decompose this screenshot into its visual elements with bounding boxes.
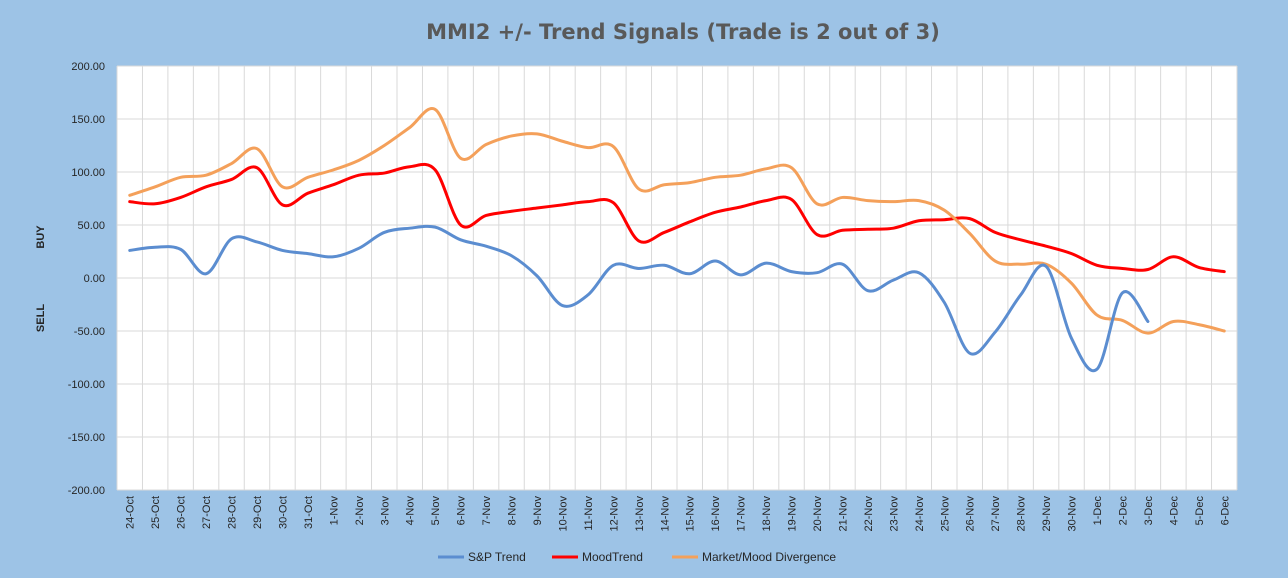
y-tick-label: -200.00: [68, 485, 105, 497]
x-tick-label: 25-Oct: [150, 496, 162, 529]
x-tick-label: 21-Nov: [837, 496, 849, 532]
x-tick-label: 25-Nov: [939, 496, 951, 532]
x-tick-label: 2-Dec: [1117, 496, 1129, 526]
x-tick-label: 15-Nov: [685, 496, 697, 532]
x-tick-label: 30-Oct: [277, 496, 289, 529]
x-tick-label: 23-Nov: [888, 496, 900, 532]
x-tick-label: 30-Nov: [1067, 496, 1079, 532]
x-tick-label: 19-Nov: [787, 496, 799, 532]
x-tick-label: 3-Dec: [1143, 496, 1155, 526]
x-tick-label: 5-Dec: [1194, 496, 1206, 526]
x-tick-label: 9-Nov: [532, 496, 544, 526]
x-tick-label: 31-Oct: [303, 496, 315, 529]
grid: [116, 65, 1238, 491]
x-tick-label: 12-Nov: [608, 496, 620, 532]
sell-label: SELL: [35, 304, 47, 332]
series-lines: [128, 107, 1226, 373]
x-tick-label: 1-Nov: [328, 496, 340, 526]
x-tick-label: 8-Nov: [507, 496, 519, 526]
y-tick-label: -100.00: [68, 379, 105, 391]
legend: S&P Trend MoodTrend Market/Mood Divergence: [438, 550, 836, 564]
chart-title: MMI2 +/- Trend Signals (Trade is 2 out o…: [426, 20, 940, 44]
x-tick-label: 24-Nov: [914, 496, 926, 532]
x-tick-label: 20-Nov: [812, 496, 824, 532]
x-tick-label: 3-Nov: [379, 496, 391, 526]
y-tick-label: 0.00: [84, 273, 105, 285]
x-tick-label: 14-Nov: [659, 496, 671, 532]
x-tick-label: 11-Nov: [583, 496, 595, 531]
y-tick-label: 50.00: [77, 220, 105, 232]
legend-label: Market/Mood Divergence: [702, 550, 836, 564]
y-tick-label: -50.00: [74, 326, 105, 338]
x-tick-label: 16-Nov: [710, 496, 722, 532]
x-tick-label: 5-Nov: [430, 496, 442, 526]
x-tick-label: 18-Nov: [761, 496, 773, 532]
series-line-s-p-trend: [128, 224, 1150, 373]
legend-item: Market/Mood Divergence: [672, 550, 836, 564]
y-tick-label: 150.00: [71, 114, 105, 126]
legend-item: MoodTrend: [552, 550, 643, 564]
legend-label: S&P Trend: [468, 550, 526, 564]
x-tick-label: 22-Nov: [863, 496, 875, 532]
x-tick-label: 26-Nov: [965, 496, 977, 532]
x-tick-label: 13-Nov: [634, 496, 646, 532]
x-tick-label: 28-Nov: [1016, 496, 1028, 532]
x-tick-label: 27-Oct: [201, 496, 213, 529]
x-tick-label: 26-Oct: [176, 496, 188, 529]
y-axis-ticks: 200.00 150.00 100.00 50.00 0.00 -50.00 -100.00…: [68, 61, 105, 497]
x-tick-label: 4-Nov: [405, 496, 417, 526]
x-tick-label: 29-Nov: [1041, 496, 1053, 532]
x-tick-label: 6-Dec: [1219, 496, 1231, 526]
x-tick-label: 27-Nov: [990, 496, 1002, 532]
x-tick-label: 24-Oct: [125, 496, 137, 529]
x-axis-ticks: 24-Oct 25-Oct 26-Oct 27-Oct 28-Oct 29-Oct 30-O…: [125, 496, 1232, 532]
x-tick-label: 4-Dec: [1168, 496, 1180, 526]
x-tick-label: 28-Oct: [227, 496, 239, 529]
x-tick-label: 2-Nov: [354, 496, 366, 526]
series-line-moodtrend: [128, 162, 1226, 274]
legend-label: MoodTrend: [582, 550, 643, 564]
x-tick-label: 1-Dec: [1092, 496, 1104, 526]
y-tick-label: 200.00: [71, 61, 105, 73]
x-tick-label: 7-Nov: [481, 496, 493, 526]
x-tick-label: 17-Nov: [736, 496, 748, 532]
y-tick-label: 100.00: [71, 167, 105, 179]
legend-item: S&P Trend: [438, 550, 526, 564]
x-tick-label: 10-Nov: [557, 496, 569, 532]
x-tick-label: 29-Oct: [252, 496, 264, 529]
buy-label: BUY: [35, 225, 47, 249]
x-tick-label: 6-Nov: [456, 496, 468, 526]
y-tick-label: -150.00: [68, 432, 105, 444]
